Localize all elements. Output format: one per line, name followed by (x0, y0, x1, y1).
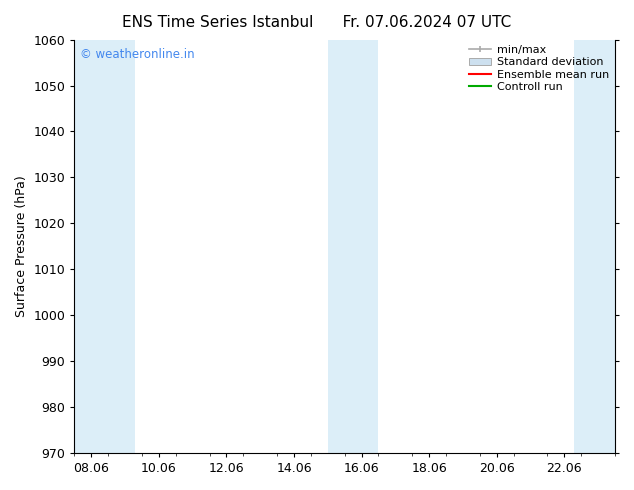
Text: © weatheronline.in: © weatheronline.in (80, 48, 195, 61)
Text: ENS Time Series Istanbul      Fr. 07.06.2024 07 UTC: ENS Time Series Istanbul Fr. 07.06.2024 … (122, 15, 512, 30)
Legend: min/max, Standard deviation, Ensemble mean run, Controll run: min/max, Standard deviation, Ensemble me… (466, 42, 612, 95)
Bar (328, 40, 378, 453)
Bar (574, 40, 615, 453)
Y-axis label: Surface Pressure (hPa): Surface Pressure (hPa) (15, 175, 28, 317)
Bar (74, 40, 135, 453)
